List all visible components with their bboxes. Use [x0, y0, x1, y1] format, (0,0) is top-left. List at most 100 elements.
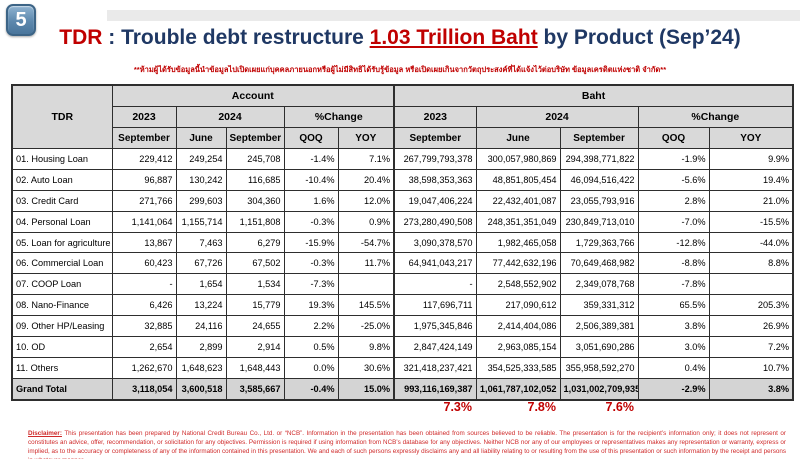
baht-value: 1,975,345,846 — [393, 315, 477, 338]
account-value: 271,766 — [111, 189, 177, 212]
account-qoq-header: QOQ — [283, 127, 339, 149]
baht-value: 1,061,787,102,052 — [475, 377, 561, 401]
account-value: 1.6% — [283, 189, 339, 212]
account-value: 3,585,667 — [225, 377, 285, 401]
account-month-sep23: September — [111, 127, 177, 149]
baht-yoy-header: YOY — [708, 127, 794, 149]
account-value: 2,899 — [175, 336, 227, 358]
table-row: 09. Other HP/Leasing 32,885 24,116 24,655 2.… — [11, 315, 794, 338]
account-value: 24,655 — [225, 315, 285, 338]
account-value: - — [111, 273, 177, 296]
account-value: 60,423 — [111, 252, 177, 275]
disclaimer-text: Disclaimer: This presentation has been p… — [28, 429, 786, 459]
section-header-row: TDR Account Baht — [11, 84, 794, 149]
baht-value: 359,331,312 — [559, 294, 639, 317]
baht-month-sep23: September — [393, 127, 477, 149]
account-value: 6,426 — [111, 294, 177, 317]
row-label: 09. Other HP/Leasing — [11, 315, 113, 338]
page-title: TDR : Trouble debt restructure 1.03 Tril… — [0, 26, 800, 50]
account-value: 11.7% — [337, 252, 395, 275]
baht-value: 205.3% — [708, 294, 794, 317]
baht-value: - — [393, 273, 477, 296]
baht-value: -1.9% — [637, 148, 710, 170]
baht-value: 230,849,713,010 — [559, 210, 639, 233]
tdr-table: TDR Account Baht 2023 2024 %Change 2023 … — [11, 84, 795, 401]
baht-value: 19.4% — [708, 168, 794, 191]
account-value: 1,262,670 — [111, 356, 177, 379]
baht-value: 2,414,404,086 — [475, 315, 561, 338]
account-value: -54.7% — [337, 231, 395, 254]
thai-confidentiality-note: **ห้ามผู้ได้รับข้อมูลนี้นำข้อมูลไปเปิดเผ… — [133, 65, 667, 74]
account-value: 1,654 — [175, 273, 227, 296]
account-month-sep24: September — [225, 127, 285, 149]
account-value: 229,412 — [111, 148, 177, 170]
account-value: -0.3% — [283, 252, 339, 275]
account-value: 249,254 — [175, 148, 227, 170]
table-body: 01. Housing Loan 229,412 249,254 245,708 -1.… — [11, 148, 794, 401]
baht-month-jun24: June — [475, 127, 561, 149]
account-year-2023: 2023 — [111, 106, 177, 128]
account-year-2024: 2024 — [175, 106, 285, 128]
row-label: 07. COOP Loan — [11, 273, 113, 296]
account-value: -0.3% — [283, 210, 339, 233]
slide-number-badge: 5 — [6, 4, 36, 36]
account-value: 304,360 — [225, 189, 285, 212]
baht-value: -2.9% — [637, 377, 710, 401]
section-header-account: Account — [111, 84, 395, 107]
table-row: 01. Housing Loan 229,412 249,254 245,708 -1.… — [11, 148, 794, 170]
account-value: 1,151,808 — [225, 210, 285, 233]
baht-value — [708, 273, 794, 296]
account-value: 15.0% — [337, 377, 395, 401]
table-row: 08. Nano-Finance 6,426 13,224 15,779 19.3% 14… — [11, 294, 794, 317]
account-value: 15,779 — [225, 294, 285, 317]
baht-value: 117,696,711 — [393, 294, 477, 317]
baht-value: 1,982,465,058 — [475, 231, 561, 254]
title-tdr: TDR — [59, 26, 103, 49]
row-label: 06. Commercial Loan — [11, 252, 113, 275]
baht-value: 23,055,793,916 — [559, 189, 639, 212]
account-value: 2,914 — [225, 336, 285, 358]
baht-value: -44.0% — [708, 231, 794, 254]
disclaimer-label: Disclaimer: — [28, 430, 62, 437]
account-value: 67,726 — [175, 252, 227, 275]
baht-value: -7.8% — [637, 273, 710, 296]
account-value: 13,867 — [111, 231, 177, 254]
account-value: 0.5% — [283, 336, 339, 358]
account-value: 1,648,623 — [175, 356, 227, 379]
table-row: 03. Credit Card 271,766 299,603 304,360 1.6%… — [11, 189, 794, 212]
household-debt-share-jun24: 7.8% — [527, 400, 557, 414]
baht-value: -5.6% — [637, 168, 710, 191]
account-value: 24,116 — [175, 315, 227, 338]
baht-value: 3.8% — [708, 377, 794, 401]
baht-value: 38,598,353,363 — [393, 168, 477, 191]
row-label: 03. Credit Card — [11, 189, 113, 212]
baht-pct-change: %Change — [637, 106, 794, 128]
top-edge-band — [107, 10, 800, 21]
baht-value: 26.9% — [708, 315, 794, 338]
table-header: TDR Account Baht 2023 2024 %Change 2023 … — [11, 84, 794, 149]
account-month-jun24: June — [175, 127, 227, 149]
row-label: Grand Total — [11, 377, 113, 401]
baht-value: 1,729,363,766 — [559, 231, 639, 254]
baht-year-2023: 2023 — [393, 106, 477, 128]
baht-value: 46,094,516,422 — [559, 168, 639, 191]
account-value: 12.0% — [337, 189, 395, 212]
account-value: 1,141,064 — [111, 210, 177, 233]
row-label: 10. OD — [11, 336, 113, 358]
account-value: 32,885 — [111, 315, 177, 338]
row-label: 01. Housing Loan — [11, 148, 113, 170]
table-row: 02. Auto Loan 96,887 130,242 116,685 -10.4% 2… — [11, 168, 794, 191]
baht-value: 2,963,085,154 — [475, 336, 561, 358]
account-value: 7.1% — [337, 148, 395, 170]
baht-month-sep24: September — [559, 127, 639, 149]
account-value: 13,224 — [175, 294, 227, 317]
table-row: 10. OD 2,654 2,899 2,914 0.5% 9.8% 2,847,424,1… — [11, 336, 794, 358]
baht-value: 217,090,612 — [475, 294, 561, 317]
account-value: 6,279 — [225, 231, 285, 254]
baht-value: 354,525,333,585 — [475, 356, 561, 379]
baht-value: 2.8% — [637, 189, 710, 212]
baht-value: 355,958,592,270 — [559, 356, 639, 379]
baht-value: 3,051,690,286 — [559, 336, 639, 358]
row-label: 08. Nano-Finance — [11, 294, 113, 317]
